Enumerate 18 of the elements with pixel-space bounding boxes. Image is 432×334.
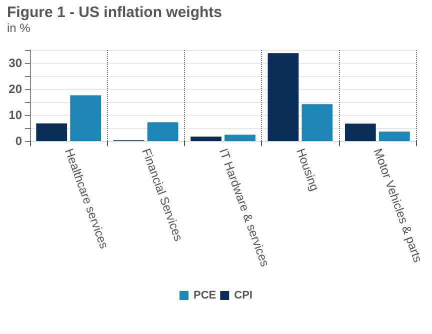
y-tick-label: 30 bbox=[8, 56, 22, 70]
bar bbox=[268, 53, 299, 141]
legend-label: PCE bbox=[194, 290, 216, 302]
bar bbox=[302, 104, 333, 141]
y-tick-label: 20 bbox=[8, 82, 22, 96]
legend-label: CPI bbox=[234, 290, 252, 302]
x-tick-label: Motor Vehicles & parts bbox=[370, 146, 426, 264]
chart-subtitle: in % bbox=[7, 21, 31, 35]
bar bbox=[147, 122, 178, 141]
chart-title: Figure 1 - US inflation weights bbox=[7, 4, 222, 21]
y-tick-label: 10 bbox=[8, 108, 22, 122]
bar bbox=[36, 123, 68, 141]
bar bbox=[378, 132, 410, 141]
bar bbox=[344, 124, 376, 141]
bar bbox=[224, 134, 256, 141]
bar bbox=[190, 136, 222, 141]
bar bbox=[70, 95, 102, 141]
y-tick-label: 0 bbox=[15, 134, 22, 148]
